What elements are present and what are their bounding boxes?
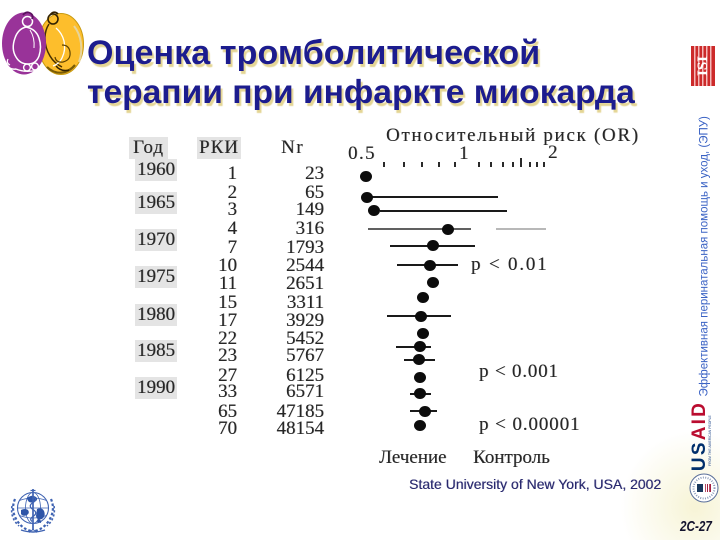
- svg-text:ISI: ISI: [695, 56, 711, 76]
- svg-text:FROM THE AMERICAN PEOPLE: FROM THE AMERICAN PEOPLE: [708, 414, 712, 466]
